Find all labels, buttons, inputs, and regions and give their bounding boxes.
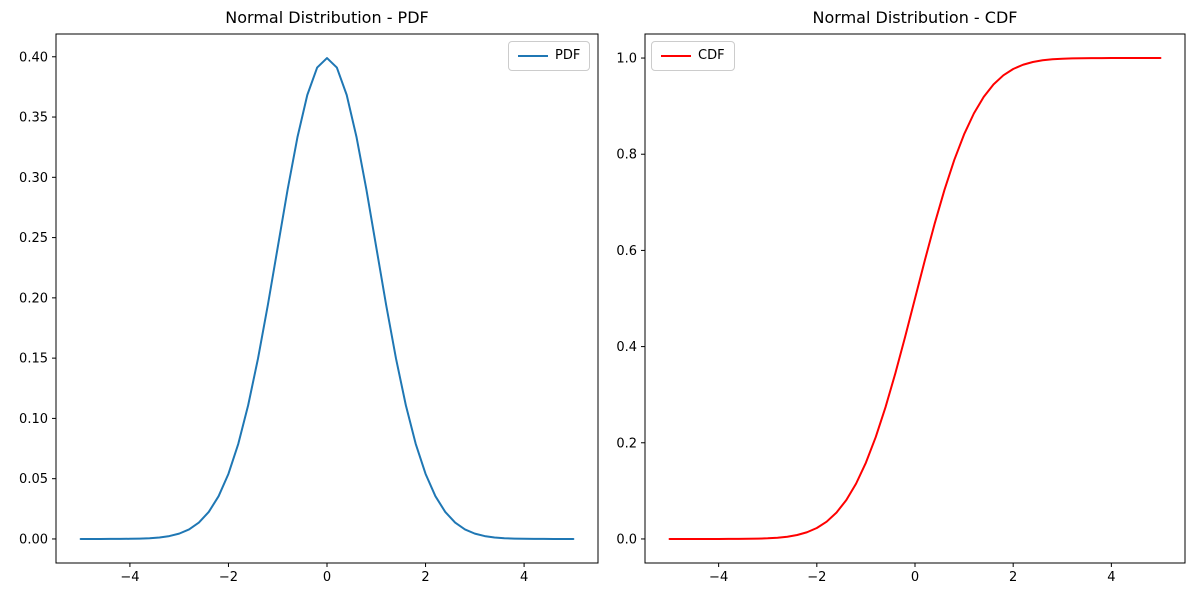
axes-spines [644, 33, 1186, 564]
x-tick-label: −2 [219, 570, 238, 585]
y-axis-ticks: 0.00 0.05 0.10 0.15 0.20 0.25 0.30 0.35 0.40 [19, 50, 56, 547]
x-tick-label: −4 [709, 570, 728, 585]
x-axis-ticks: −4 −2 0 2 4 [120, 563, 528, 585]
pdf-legend-label: PDF [555, 48, 581, 63]
y-tick-label: 0.0 [616, 532, 637, 547]
x-tick-label: 0 [323, 570, 331, 585]
x-tick-label: 2 [421, 570, 429, 585]
pdf-curve [79, 57, 575, 540]
cdf-legend: CDF [651, 41, 735, 71]
y-tick-label: 0.4 [616, 340, 637, 355]
y-tick-label: 0.20 [19, 291, 48, 306]
y-tick-label: 0.6 [616, 244, 637, 259]
x-tick-label: −4 [120, 570, 139, 585]
cdf-curve [668, 57, 1162, 540]
y-tick-label: 0.35 [19, 111, 48, 126]
pdf-legend-line-sample [518, 55, 548, 57]
axes-spines [55, 33, 599, 564]
cdf-legend-label: CDF [698, 48, 725, 63]
x-tick-label: 4 [520, 570, 528, 585]
cdf-legend-line-sample [661, 55, 691, 57]
pdf-legend: PDF [508, 41, 591, 71]
y-tick-label: 0.2 [616, 436, 637, 451]
y-tick-label: 0.30 [19, 171, 48, 186]
x-tick-label: 4 [1107, 570, 1115, 585]
y-tick-label: 0.00 [19, 532, 48, 547]
y-tick-label: 0.25 [19, 231, 48, 246]
x-tick-label: 0 [911, 570, 919, 585]
x-tick-label: 2 [1009, 570, 1017, 585]
y-tick-label: 0.10 [19, 412, 48, 427]
y-tick-label: 1.0 [616, 52, 637, 67]
subplot-1: −4 −2 0 2 4 0.0 0.2 0.4 0.6 0.8 1.0 [616, 33, 1186, 585]
subplot-0: −4 −2 0 2 40.000.050.100.150.200.250.300.350… [19, 33, 599, 585]
y-tick-label: 0.15 [19, 352, 48, 367]
pdf-subplot-title: Normal Distribution - PDF [225, 8, 429, 27]
y-tick-label: 0.8 [616, 148, 637, 163]
y-tick-label: 0.05 [19, 472, 48, 487]
y-axis-ticks: 0.0 0.2 0.4 0.6 0.8 1.0 [616, 52, 645, 547]
x-axis-ticks: −4 −2 0 2 4 [709, 563, 1116, 585]
x-tick-label: −2 [807, 570, 826, 585]
y-tick-label: 0.40 [19, 50, 48, 65]
cdf-subplot-title: Normal Distribution - CDF [812, 8, 1018, 27]
